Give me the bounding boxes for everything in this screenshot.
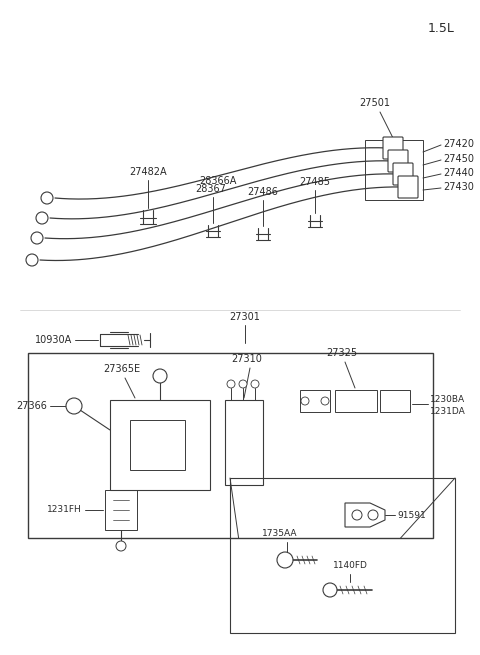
- Text: 27310: 27310: [231, 354, 263, 364]
- FancyBboxPatch shape: [388, 150, 408, 172]
- Bar: [380, 390, 410, 412]
- Text: 27450: 27450: [443, 154, 474, 164]
- Circle shape: [301, 397, 309, 405]
- Text: 27366: 27366: [16, 401, 47, 411]
- Bar: [130, 420, 185, 470]
- Polygon shape: [345, 503, 385, 527]
- Circle shape: [352, 510, 362, 520]
- Circle shape: [36, 212, 48, 224]
- Text: 27485: 27485: [300, 177, 331, 187]
- Text: 28366A: 28366A: [199, 176, 237, 186]
- Bar: [300, 390, 330, 412]
- Circle shape: [153, 369, 167, 383]
- Text: 27440: 27440: [443, 168, 474, 178]
- Text: 28367: 28367: [195, 184, 227, 194]
- Circle shape: [31, 232, 43, 244]
- Circle shape: [26, 254, 38, 266]
- Circle shape: [239, 380, 247, 388]
- Bar: [28, 353, 433, 538]
- Text: 1735AA: 1735AA: [262, 529, 298, 538]
- Text: 27486: 27486: [248, 187, 278, 197]
- Circle shape: [66, 398, 82, 414]
- Circle shape: [321, 397, 329, 405]
- Circle shape: [41, 192, 53, 204]
- Text: 27420: 27420: [443, 139, 474, 149]
- Text: 1231FH: 1231FH: [47, 506, 82, 514]
- Bar: [225, 400, 263, 485]
- Circle shape: [116, 541, 126, 551]
- Text: 27482A: 27482A: [129, 167, 167, 177]
- Circle shape: [368, 510, 378, 520]
- Text: 1231DA: 1231DA: [430, 407, 466, 417]
- Text: 91591: 91591: [397, 510, 426, 519]
- Text: 27325: 27325: [326, 348, 358, 358]
- FancyBboxPatch shape: [398, 176, 418, 198]
- Circle shape: [251, 380, 259, 388]
- Text: 1140FD: 1140FD: [333, 561, 367, 570]
- Text: 1230BA: 1230BA: [430, 396, 465, 405]
- Circle shape: [277, 552, 293, 568]
- Text: 10930A: 10930A: [35, 335, 72, 345]
- Text: 27365E: 27365E: [103, 364, 141, 374]
- FancyBboxPatch shape: [393, 163, 413, 185]
- Circle shape: [323, 583, 337, 597]
- Bar: [335, 390, 377, 412]
- FancyBboxPatch shape: [383, 137, 403, 159]
- Bar: [105, 490, 137, 530]
- Text: 27301: 27301: [229, 312, 261, 322]
- Text: 1.5L: 1.5L: [428, 22, 455, 35]
- Text: 27501: 27501: [360, 98, 391, 108]
- Text: 27430: 27430: [443, 182, 474, 192]
- Bar: [110, 400, 210, 490]
- Bar: [230, 478, 455, 633]
- Bar: [365, 140, 423, 200]
- Circle shape: [227, 380, 235, 388]
